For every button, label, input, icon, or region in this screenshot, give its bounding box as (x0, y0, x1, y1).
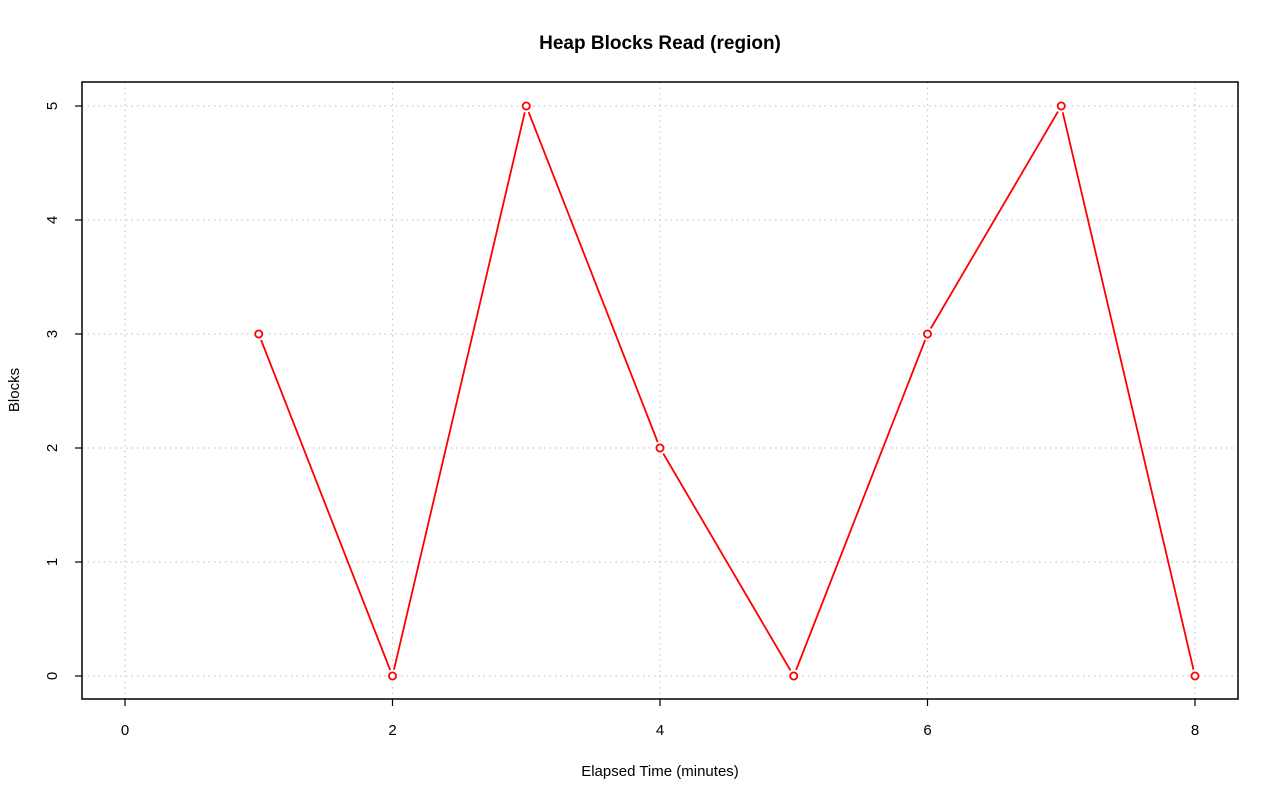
x-tick-label: 6 (923, 722, 931, 739)
data-point (254, 329, 264, 339)
data-point (1190, 671, 1200, 681)
data-point (655, 443, 665, 453)
x-axis-label: Elapsed Time (minutes) (581, 763, 739, 780)
data-point (521, 101, 531, 111)
series-line (257, 105, 1196, 677)
y-tick-label: 3 (44, 330, 61, 338)
data-point (923, 329, 933, 339)
data-point (1056, 101, 1066, 111)
data-point (387, 671, 397, 681)
x-tick-label: 0 (121, 722, 129, 739)
plot-frame (81, 81, 1239, 700)
series-layer (252, 99, 1202, 683)
y-tick-label: 4 (44, 216, 61, 224)
axes: 0 2 4 6 8 0 1 2 3 4 5 (44, 102, 1199, 739)
y-tick-label: 0 (44, 672, 61, 680)
grid (82, 82, 1238, 699)
y-tick-label: 1 (44, 558, 61, 566)
x-tick-label: 4 (656, 722, 664, 739)
y-tick-label: 5 (44, 102, 61, 110)
y-tick-label: 2 (44, 444, 61, 452)
x-tick-label: 8 (1191, 722, 1199, 739)
data-point (789, 671, 799, 681)
x-tick-label: 2 (388, 722, 396, 739)
y-axis-label: Blocks (6, 368, 23, 412)
chart-title: Heap Blocks Read (region) (539, 33, 781, 54)
